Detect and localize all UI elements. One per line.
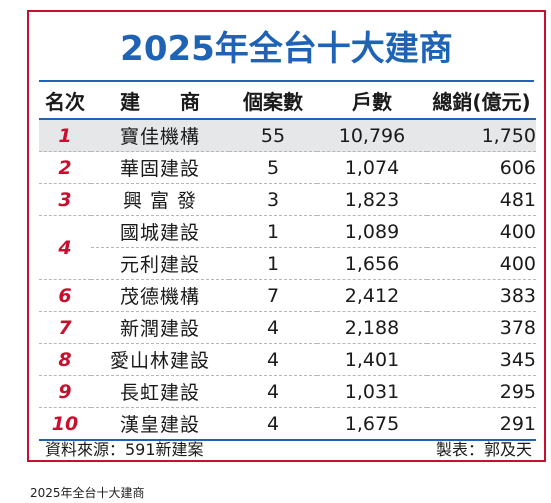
units-cell: 1,656 (317, 247, 427, 280)
table-row: 元利建設 1 1,656 400 (39, 247, 536, 280)
rank-cell: 3 (39, 183, 91, 216)
header-builder: 建 商 (91, 82, 229, 120)
units-cell: 1,089 (317, 215, 427, 248)
rank-cell: 9 (39, 375, 91, 408)
units-cell: 2,412 (317, 279, 427, 312)
builder-cell: 興 富 發 (91, 183, 229, 216)
units-cell: 1,031 (317, 375, 427, 408)
credit-note: 製表：郭及天 (435, 440, 532, 459)
rank-cell: 7 (39, 311, 91, 344)
image-caption: 2025年全台十大建商 (30, 486, 145, 500)
units-cell: 1,074 (317, 151, 427, 184)
ranking-table: 名次 建 商 個案數 戶數 總銷(億元) 1 寶佳機構 55 10,796 1,… (39, 82, 536, 441)
table-row: 2 華固建設 5 1,074 606 (39, 151, 536, 184)
builder-cell: 華固建設 (91, 151, 229, 184)
rank-cell: 6 (39, 279, 91, 312)
builder-cell: 茂德機構 (91, 279, 229, 312)
sales-cell: 378 (427, 311, 536, 344)
cases-cell: 4 (229, 343, 317, 376)
cases-cell: 1 (229, 215, 317, 248)
rank-cell: 4 (39, 215, 91, 280)
rank-cell: 1 (39, 119, 91, 152)
sales-cell: 383 (427, 279, 536, 312)
rank-cell: 8 (39, 343, 91, 376)
cases-cell: 4 (229, 375, 317, 408)
table-footer: 資料來源：591新建案 製表：郭及天 (45, 436, 532, 459)
sales-cell: 295 (427, 375, 536, 408)
cases-cell: 7 (229, 279, 317, 312)
builder-cell: 漢皇建設 (91, 407, 229, 441)
units-cell: 1,675 (317, 407, 427, 441)
sales-cell: 400 (427, 247, 536, 280)
table-row: 3 興 富 發 3 1,823 481 (39, 183, 536, 216)
rank-cell: 10 (39, 407, 91, 441)
header-cases: 個案數 (229, 82, 317, 120)
builder-cell: 元利建設 (91, 247, 229, 280)
table-row: 9 長虹建設 4 1,031 295 (39, 375, 536, 408)
header-row: 名次 建 商 個案數 戶數 總銷(億元) (39, 82, 536, 120)
sales-cell: 400 (427, 215, 536, 248)
cases-cell: 1 (229, 247, 317, 280)
table-title: 2025年全台十大建商 (120, 29, 453, 69)
units-cell: 1,401 (317, 343, 427, 376)
sales-cell: 291 (427, 407, 536, 441)
builder-cell: 新潤建設 (91, 311, 229, 344)
units-cell: 1,823 (317, 183, 427, 216)
sales-cell: 345 (427, 343, 536, 376)
sales-cell: 481 (427, 183, 536, 216)
sales-cell: 1,750 (427, 119, 536, 152)
header-sales: 總銷(億元) (427, 82, 536, 120)
units-cell: 2,188 (317, 311, 427, 344)
builder-cell: 愛山林建設 (91, 343, 229, 376)
builder-cell: 寶佳機構 (91, 119, 229, 152)
table-row: 7 新潤建設 4 2,188 378 (39, 311, 536, 344)
units-cell: 10,796 (317, 119, 427, 152)
cases-cell: 55 (229, 119, 317, 152)
builder-cell: 長虹建設 (91, 375, 229, 408)
header-units: 戶數 (317, 82, 427, 120)
table-card: 2025年全台十大建商 名次 建 商 個案數 戶數 總銷(億元) 1 寶佳機構 … (27, 10, 546, 462)
table-row: 8 愛山林建設 4 1,401 345 (39, 343, 536, 376)
rank-cell: 2 (39, 151, 91, 184)
sales-cell: 606 (427, 151, 536, 184)
cases-cell: 4 (229, 311, 317, 344)
cases-cell: 4 (229, 407, 317, 441)
builder-cell: 國城建設 (91, 215, 229, 248)
table-row: 6 茂德機構 7 2,412 383 (39, 279, 536, 312)
header-rank: 名次 (39, 82, 91, 120)
table-row: 10 漢皇建設 4 1,675 291 (39, 407, 536, 441)
source-note: 資料來源：591新建案 (45, 440, 204, 459)
cases-cell: 5 (229, 151, 317, 184)
cases-cell: 3 (229, 183, 317, 216)
table-row: 1 寶佳機構 55 10,796 1,750 (39, 119, 536, 152)
table-row: 4 國城建設 1 1,089 400 (39, 215, 536, 280)
title-divider (39, 80, 534, 82)
